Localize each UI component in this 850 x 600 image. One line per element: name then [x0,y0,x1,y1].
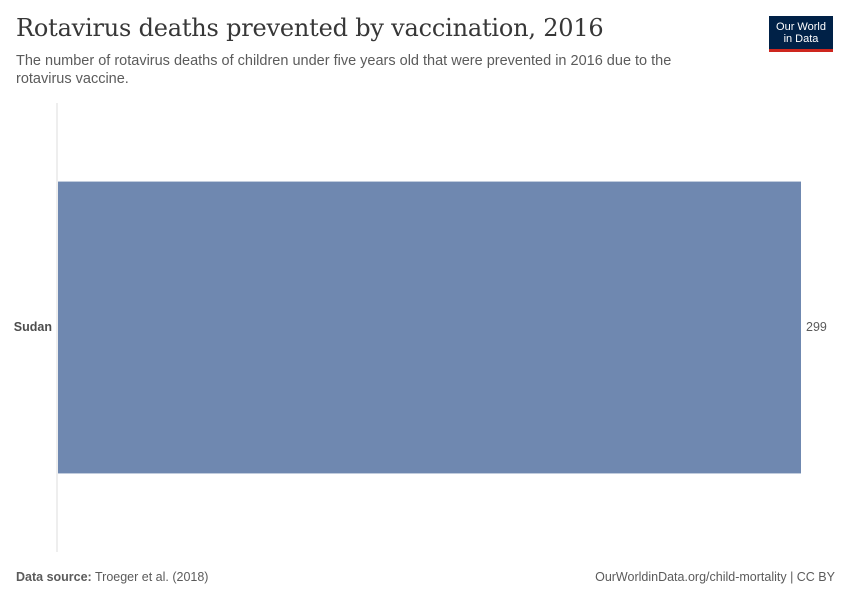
bar-sudan[interactable] [58,181,801,474]
owid-logo[interactable]: Our World in Data [769,16,833,52]
logo-line-2: in Data [783,33,819,45]
category-label: Sudan [14,320,52,334]
data-source-label: Data source: [16,570,92,584]
chart-subtitle: The number of rotavirus deaths of childr… [16,53,672,87]
source-link[interactable]: OurWorldinData.org/child-mortality | CC … [595,570,835,584]
data-source: Data source: Troeger et al. (2018) [16,570,208,584]
chart-title: Rotavirus deaths prevented by vaccinatio… [16,14,604,42]
data-source-value: Troeger et al. (2018) [94,570,209,584]
value-label: 299 [806,320,827,334]
logo-line-1: Our World [776,21,826,33]
